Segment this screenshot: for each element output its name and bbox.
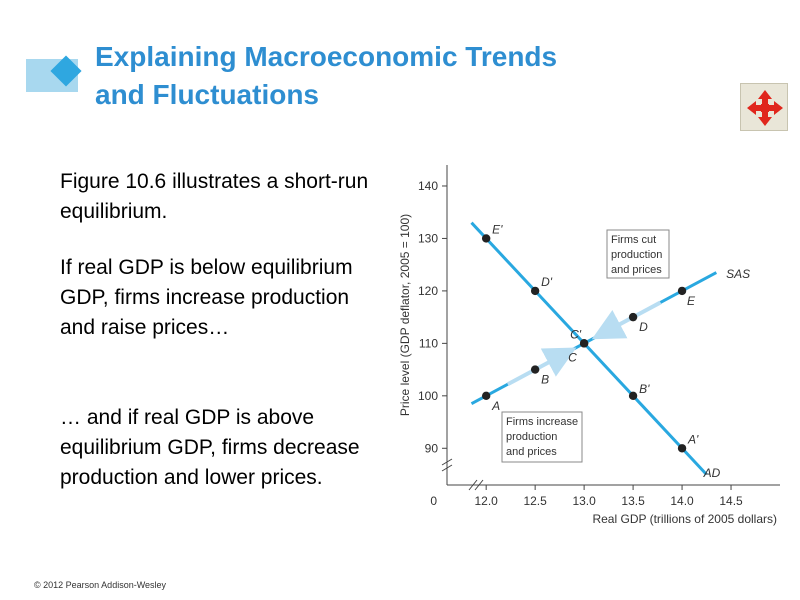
annotation-line: and prices	[506, 446, 557, 458]
paragraph-above-equilibrium: … and if real GDP is above equilibrium G…	[60, 406, 360, 489]
ad-point	[677, 444, 687, 453]
series-label-ad: AD	[703, 466, 721, 480]
annotation-box-frame	[606, 229, 670, 279]
x-tick-label: 12.0	[474, 494, 498, 508]
x-tick-label: 12.5	[523, 494, 547, 508]
y-tick-label: 140	[418, 179, 438, 193]
x-tick-label: 13.5	[621, 494, 645, 508]
copyright-notice: © 2012 Pearson Addison-Wesley	[34, 580, 167, 590]
annotation-line: production	[611, 249, 662, 261]
sas-point	[677, 286, 687, 296]
x-axis-label: Real GDP (trillions of 2005 dollars)	[592, 512, 777, 526]
series-label-sas: SAS	[726, 267, 750, 281]
y-tick-label: 110	[419, 336, 438, 350]
title-line-2: and Fluctuations	[95, 79, 319, 110]
y-tick-label: 100	[418, 389, 438, 403]
sas-point	[481, 391, 491, 401]
point-label: E'	[492, 222, 503, 236]
y-tick-label: 90	[425, 441, 439, 455]
sas-point	[628, 312, 638, 322]
annotation-line: production	[506, 431, 557, 443]
annotation-box-frame	[501, 411, 583, 463]
ad-sas-chart: 90 100 110 120 130 140 12.0 12.5 13.0 13.5 14.0 14.…	[398, 165, 780, 526]
ad-curve	[470, 221, 708, 476]
y-tick-label: 120	[418, 284, 438, 298]
ad-point	[628, 391, 638, 401]
annotation-line: and prices	[611, 264, 662, 276]
point-label: D'	[541, 275, 553, 289]
nav-button[interactable]	[740, 83, 788, 131]
x-tick-label: 13.0	[572, 494, 596, 508]
ad-point	[530, 286, 540, 296]
point-label: B	[541, 373, 549, 387]
point-label: A	[491, 399, 500, 413]
point-label: C	[568, 350, 577, 364]
point-label: A'	[687, 432, 699, 446]
paragraph-below-equilibrium: If real GDP is below equilibrium GDP, fi…	[60, 256, 353, 339]
sas-point	[530, 365, 540, 374]
y-axis-break	[441, 458, 453, 472]
x-tick-label: 14.5	[719, 494, 743, 508]
paragraph-equilibrium: Figure 10.6 illustrates a short-run equi…	[60, 170, 369, 223]
annotation-firms-cut: Firms cut production and prices	[606, 229, 670, 279]
origin-label: 0	[430, 494, 437, 508]
x-tick-label: 14.0	[670, 494, 694, 508]
y-tick-label: 130	[418, 231, 438, 245]
ad-point	[579, 339, 589, 348]
move-arrows-icon	[747, 90, 783, 126]
page-title: Explaining Macroeconomic Trends and Fluc…	[95, 38, 735, 114]
annotation-firms-increase: Firms increase production and prices	[501, 411, 583, 463]
y-axis-label: Price level (GDP deflator, 2005 = 100)	[398, 214, 412, 416]
annotation-line: Firms increase	[506, 416, 578, 428]
point-label: D	[639, 320, 648, 334]
annotation-line: Firms cut	[611, 234, 656, 246]
point-label: E	[687, 294, 696, 308]
point-label: C'	[570, 327, 582, 341]
point-label: B'	[639, 382, 650, 396]
x-axis-break	[468, 479, 484, 491]
title-line-1: Explaining Macroeconomic Trends	[95, 41, 558, 72]
ad-point	[481, 234, 491, 243]
